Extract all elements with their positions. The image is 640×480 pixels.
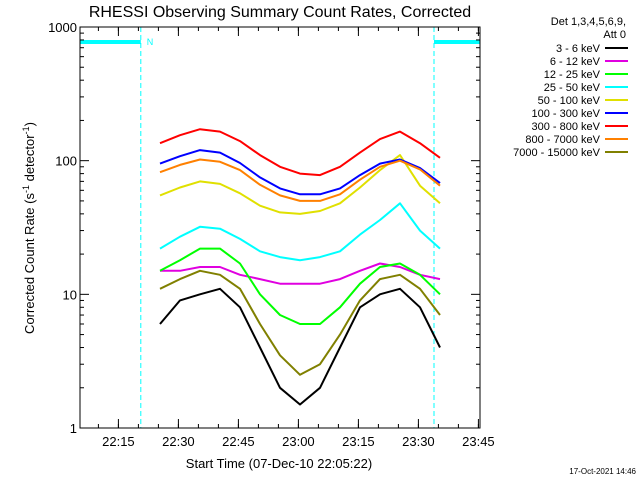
series-line-5 [159, 149, 441, 196]
series-line-0 [159, 287, 441, 406]
y-axis-label-main: Corrected Count Rate (s [22, 193, 37, 334]
x-tick-label-0: 22:15 [102, 434, 135, 449]
legend-label-3: 25 - 50 keV [544, 82, 601, 94]
y-tick-label-0: 1 [70, 421, 77, 436]
x-tick-label-1: 22:30 [162, 434, 195, 449]
y-tick-label-2: 100 [55, 154, 77, 169]
legend-label-7: 800 - 7000 keV [525, 134, 600, 146]
y-tick-label-1: 10 [63, 287, 77, 302]
series-line-1 [160, 262, 441, 285]
night-label: N [147, 37, 154, 47]
legend-label-0: 3 - 6 keV [556, 43, 601, 55]
y-axis-label-sup1: -1 [21, 185, 31, 193]
legend-header-line1: Det 1,3,4,5,6,9, [551, 16, 626, 28]
y-tick-label-3: 1000 [48, 20, 77, 35]
footer-timestamp: 17-Oct-2021 14:46 [569, 467, 636, 476]
chart-title: RHESSI Observing Summary Count Rates, Co… [89, 4, 471, 21]
legend-label-8: 7000 - 15000 keV [513, 147, 601, 159]
legend-header-line2: Att 0 [603, 29, 626, 41]
x-tick-label-4: 23:15 [342, 434, 375, 449]
x-axis-label: Start Time (07-Dec-10 22:05:22) [186, 456, 372, 471]
series-line-6 [159, 128, 441, 177]
series-lines [159, 128, 441, 406]
night-overlays: N [80, 27, 480, 428]
x-tick-label-2: 22:45 [222, 434, 255, 449]
legend-label-1: 6 - 12 keV [550, 56, 601, 68]
plot-frame [79, 26, 481, 429]
series-line-2 [159, 247, 441, 325]
legend-label-2: 12 - 25 keV [544, 69, 601, 81]
y-axis-label-end: ) [22, 122, 37, 126]
y-axis-label: Corrected Count Rate (s-1 detector-1) [21, 122, 37, 334]
y-axis-label-mid: detector [22, 134, 37, 185]
legend-label-6: 300 - 800 keV [532, 121, 601, 133]
y-axis-label-sup2: -1 [21, 126, 31, 134]
legend-label-4: 50 - 100 keV [538, 95, 601, 107]
x-tick-label-3: 23:00 [282, 434, 315, 449]
x-tick-label-6: 23:45 [462, 434, 495, 449]
x-axis: 22:15 22:30 22:45 23:00 23:15 23:30 23:45 [97, 27, 495, 449]
series-line-3 [159, 202, 441, 262]
series-line-7 [159, 158, 441, 202]
series-line-8 [159, 269, 441, 376]
y-axis: 1 10 100 1000 [48, 20, 480, 436]
legend-label-5: 100 - 300 keV [532, 108, 601, 120]
x-tick-label-5: 23:30 [402, 434, 435, 449]
